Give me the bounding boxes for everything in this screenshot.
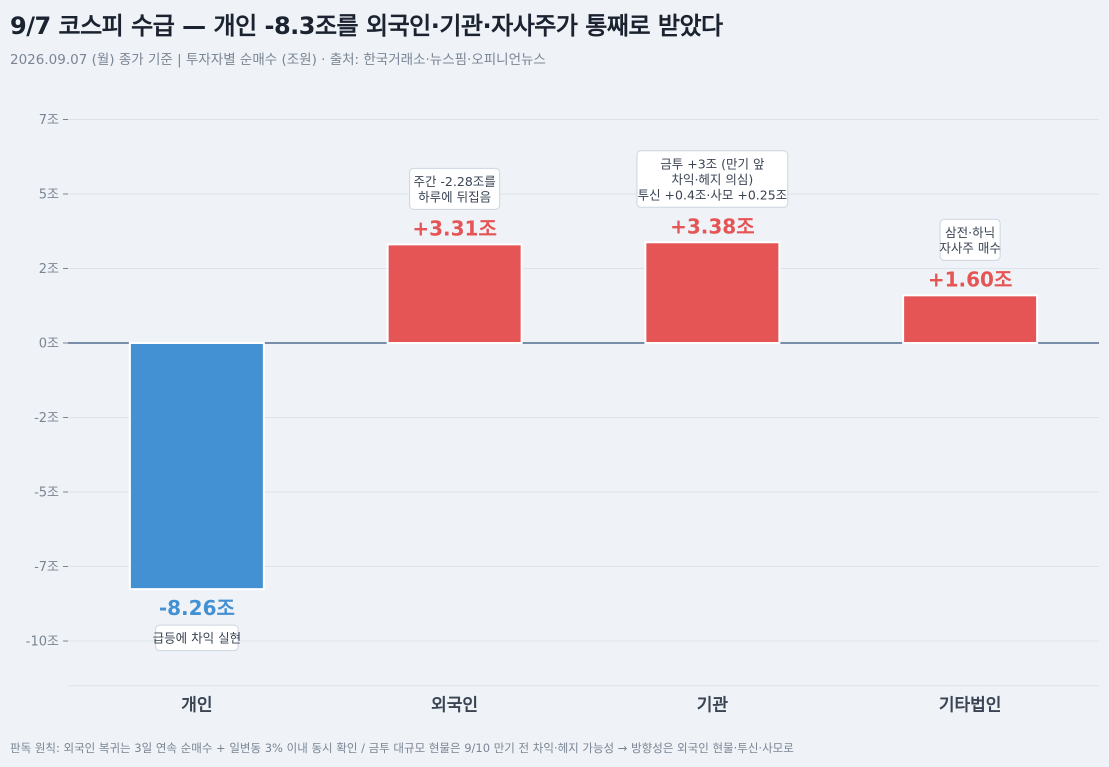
value-label: -8.26조: [159, 596, 235, 620]
annotation-box: [409, 167, 501, 210]
y-tick-label: 0조: [39, 337, 59, 352]
annotation-text: 투신 +0.4조·사모 +0.25조: [638, 187, 788, 202]
y-tick-label: -5조: [34, 486, 59, 501]
y-tick-label: 2조: [39, 262, 59, 277]
annotation-box: [939, 218, 1001, 261]
value-label: +3.38조: [670, 214, 755, 238]
annotation-box: [155, 624, 239, 652]
annotation-text: 금투 +3조 (만기 앞: [660, 156, 765, 171]
y-tick-label: -2조: [34, 411, 59, 426]
annotation-text: 급등에 차익 실현: [153, 631, 241, 646]
x-category-label: 개인: [181, 696, 212, 716]
footnote: 판독 원칙: 외국인 복귀는 3일 연속 순매수 + 일변동 3% 이내 동시 …: [10, 741, 794, 755]
annotation-text: 주간 -2.28조를: [413, 174, 495, 189]
bar: [386, 243, 523, 344]
y-tick-label: 5조: [39, 188, 59, 203]
bar: [644, 241, 781, 344]
y-tick-label: -10조: [26, 635, 59, 650]
annotation-text: 삼전·하닉: [945, 225, 995, 240]
value-label: +1.60조: [928, 267, 1013, 291]
annotation-text: 하루에 뒤집음: [418, 189, 491, 204]
annotation-box: [636, 150, 789, 208]
chart-subtitle: 2026.09.07 (월) 종가 기준 | 투자자별 순매수 (조원) · 출…: [10, 52, 546, 68]
x-category-label: 기타법인: [939, 696, 1002, 716]
x-category-label: 기관: [697, 696, 729, 716]
bar: [128, 342, 265, 591]
y-tick-label: -7조: [34, 560, 59, 575]
x-category-label: 외국인: [431, 696, 478, 716]
chart-title: 9/7 코스피 수급 — 개인 -8.3조를 외국인·기관·자사주가 통째로 받…: [10, 12, 723, 40]
bar: [902, 294, 1039, 345]
value-label: +3.31조: [412, 216, 497, 240]
annotation-text: 차익·헤지 의심): [671, 172, 753, 187]
y-tick-label: 7조: [39, 113, 59, 128]
annotation-text: 자사주 매수: [939, 240, 1000, 255]
